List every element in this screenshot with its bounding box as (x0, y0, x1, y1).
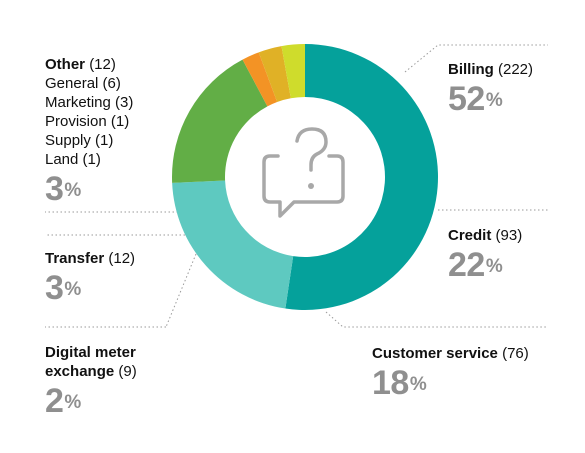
slice-transfer (258, 46, 291, 103)
slice-customer-service (171, 59, 268, 183)
credit-name: Credit (448, 227, 492, 244)
customer-service-count: (76) (502, 345, 529, 362)
credit-percent: 22% (448, 246, 503, 284)
customer-service-percent: 18% (372, 364, 427, 402)
breakdown-item: Marketing (3) (45, 93, 133, 112)
breakdown-item: General (6) (45, 74, 133, 93)
transfer-count: (12) (108, 250, 136, 267)
breakdown-label: Marketing (45, 94, 111, 111)
breakdown-item: Land (1) (45, 150, 133, 169)
label-transfer: Transfer (12) 3% (45, 249, 135, 306)
breakdown-label: Provision (45, 113, 107, 130)
credit-count: (93) (495, 227, 523, 244)
breakdown-label: Supply (45, 132, 91, 149)
billing-name: Billing (448, 61, 494, 78)
label-customer-service: Customer service (76) 18% (372, 344, 529, 401)
breakdown-count: (1) (95, 132, 114, 149)
other-breakdown: General (6) Marketing (3) Provision (1) … (45, 74, 133, 169)
other-name: Other (45, 56, 86, 73)
question-speech-bubble-icon (262, 127, 345, 218)
digital-meter-count: (9) (118, 363, 137, 380)
breakdown-count: (6) (102, 75, 121, 92)
other-count: (12) (89, 56, 116, 73)
label-digital-meter-exchange: Digital meter exchange (9) 2% (45, 343, 195, 419)
breakdown-count: (3) (115, 94, 134, 111)
digital-meter-name: Digital meter exchange (45, 344, 136, 380)
slice-billing (285, 44, 438, 310)
donut-slices (171, 44, 438, 310)
slice-digital-meter-exchange (242, 52, 278, 107)
billing-count: (222) (498, 61, 534, 78)
slice-other (281, 44, 305, 99)
customer-service-name: Customer service (372, 345, 498, 362)
breakdown-item: Supply (1) (45, 131, 133, 150)
billing-percent: 52% (448, 80, 503, 118)
breakdown-count: (1) (82, 151, 101, 168)
breakdown-label: Land (45, 151, 79, 168)
slice-credit (172, 180, 294, 309)
digital-meter-percent: 2% (45, 382, 81, 420)
other-percent: 3% (45, 170, 81, 208)
breakdown-count: (1) (110, 113, 130, 130)
transfer-name: Transfer (45, 250, 105, 267)
leader-lines (45, 44, 548, 328)
label-credit: Credit (93) 22% (448, 226, 522, 283)
transfer-percent: 3% (45, 269, 81, 307)
label-billing: Billing (222) 52% (448, 60, 533, 117)
label-other: Other (12) General (6) Marketing (3) Pro… (45, 55, 133, 207)
breakdown-item: Provision (1) (45, 112, 133, 131)
leader-digital-meter (165, 253, 197, 328)
breakdown-label: General (45, 75, 99, 92)
leader-customer-service (325, 311, 548, 328)
